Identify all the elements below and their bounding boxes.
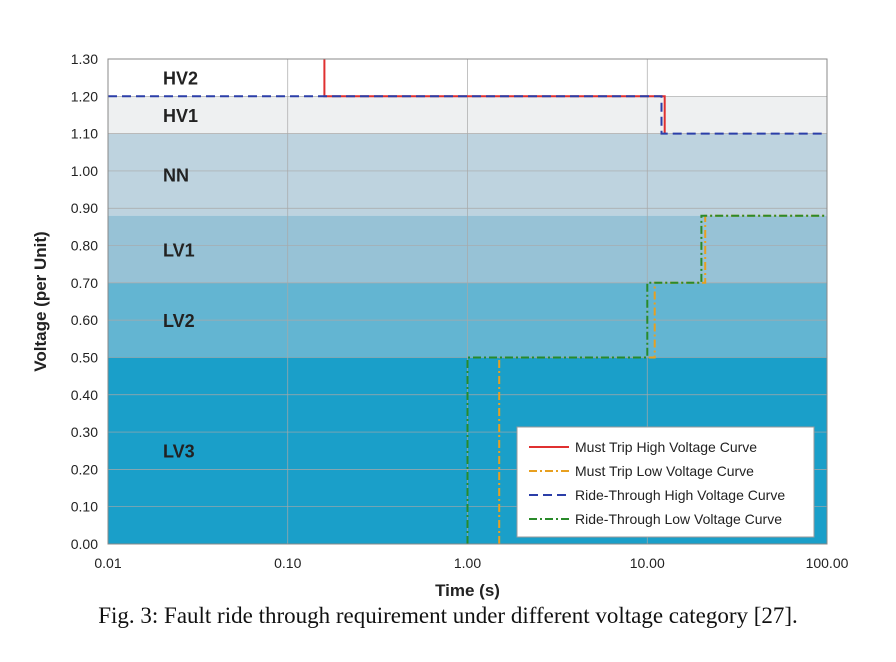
region-labels: HV2 HV1 NN LV1 LV2 LV3 bbox=[163, 69, 198, 462]
figure-caption: Fig. 3: Fault ride through requirement u… bbox=[98, 603, 798, 628]
x-tick-label: 0.10 bbox=[274, 555, 301, 571]
legend-entry-label: Ride-Through High Voltage Curve bbox=[575, 487, 785, 503]
y-tick-label: 1.00 bbox=[71, 163, 98, 179]
region-label-lv3: LV3 bbox=[163, 442, 195, 462]
region-label-lv2: LV2 bbox=[163, 311, 195, 331]
y-tick-label: 0.60 bbox=[71, 312, 98, 328]
y-tick-label: 1.30 bbox=[71, 51, 98, 67]
legend-entry-label: Must Trip High Voltage Curve bbox=[575, 439, 757, 455]
y-tick-label: 0.50 bbox=[71, 349, 98, 365]
y-tick-label: 0.00 bbox=[71, 536, 98, 552]
series-lines bbox=[108, 59, 827, 544]
x-tick-label: 10.00 bbox=[630, 555, 665, 571]
region-label-hv2: HV2 bbox=[163, 69, 198, 89]
y-tick-label: 0.30 bbox=[71, 424, 98, 440]
region-label-lv1: LV1 bbox=[163, 240, 195, 260]
series-ride-through-high-voltage-curve bbox=[108, 95, 827, 135]
y-tick-label: 0.20 bbox=[71, 461, 98, 477]
y-tick-label: 0.10 bbox=[71, 499, 98, 515]
x-tick-label: 0.01 bbox=[94, 555, 121, 571]
region-label-hv1: HV1 bbox=[163, 106, 198, 126]
x-tick-label: 1.00 bbox=[454, 555, 481, 571]
tick-labels: 0.00 0.10 0.20 0.30 0.40 0.50 0.60 0.70 0.80 0.90… bbox=[71, 51, 849, 571]
series-ride-through-low-voltage-curve bbox=[466, 214, 827, 544]
legend-entry-label: Ride-Through Low Voltage Curve bbox=[575, 511, 782, 527]
y-tick-label: 0.40 bbox=[71, 387, 98, 403]
legend-entry-label: Must Trip Low Voltage Curve bbox=[575, 463, 754, 479]
y-tick-label: 0.70 bbox=[71, 275, 98, 291]
legend: Must Trip High Voltage Curve Must Trip Lo… bbox=[516, 426, 815, 538]
y-tick-label: 1.10 bbox=[71, 126, 98, 142]
y-tick-label: 1.20 bbox=[71, 88, 98, 104]
y-tick-label: 0.90 bbox=[71, 200, 98, 216]
x-tick-label: 100.00 bbox=[806, 555, 849, 571]
y-tick-label: 0.80 bbox=[71, 238, 98, 254]
y-axis-title: Voltage (per Unit) bbox=[31, 231, 50, 371]
region-label-nn: NN bbox=[163, 166, 189, 186]
x-axis-title: Time (s) bbox=[435, 581, 500, 600]
plot-frame bbox=[107, 58, 828, 545]
